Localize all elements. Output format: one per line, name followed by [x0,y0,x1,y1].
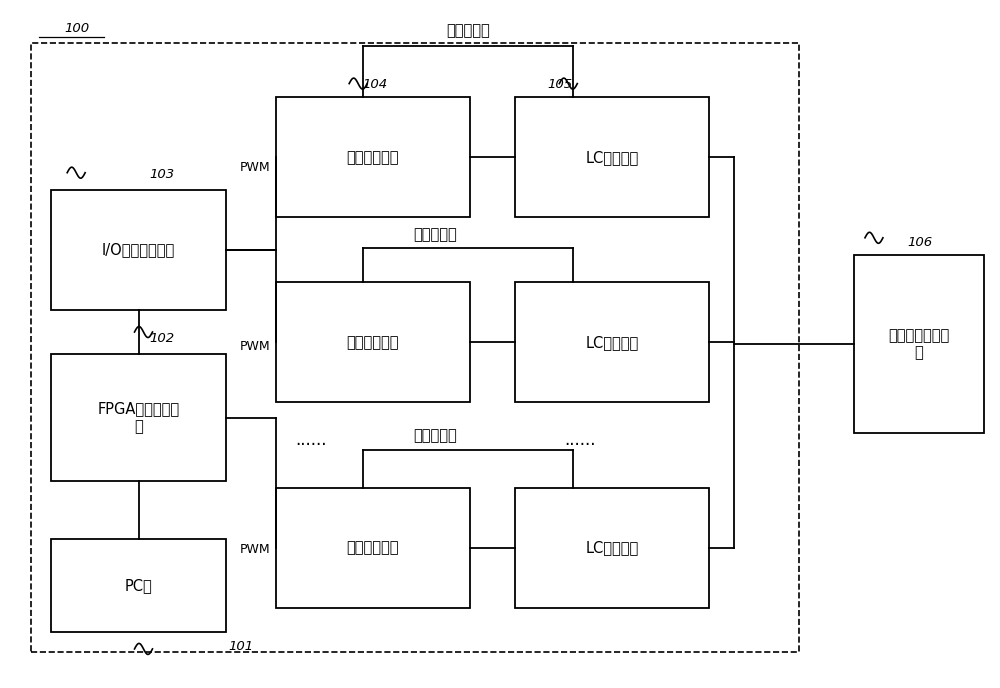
Text: PWM: PWM [240,340,271,352]
Text: 相控阵超声换能
器: 相控阵超声换能 器 [888,327,949,361]
Text: 104: 104 [362,78,388,92]
Text: 基频控制电路: 基频控制电路 [347,335,399,350]
Text: PC机: PC机 [125,578,152,593]
Text: 直流源信号: 直流源信号 [446,23,490,38]
Text: ......: ...... [564,431,596,449]
Bar [31,43,799,652]
Bar [515,488,709,608]
Text: FPGA聚焦延时模
块: FPGA聚焦延时模 块 [97,402,180,434]
Text: 基频控制电路: 基频控制电路 [347,150,399,165]
Text: PWM: PWM [240,161,271,173]
Bar [515,97,709,217]
Text: 101: 101 [229,641,254,654]
Text: LC振荡电路: LC振荡电路 [586,150,639,165]
Text: ......: ...... [295,431,326,449]
Text: 102: 102 [149,332,174,345]
Bar [854,255,984,433]
Bar [51,190,226,310]
Text: 106: 106 [907,236,932,249]
Text: 基频控制电路: 基频控制电路 [347,540,399,555]
Bar [51,539,226,632]
Text: 100: 100 [64,22,89,35]
Text: I/O通道扩展模块: I/O通道扩展模块 [102,242,175,257]
Bar [276,488,470,608]
Text: PWM: PWM [240,543,271,556]
Text: LC振荡电路: LC振荡电路 [586,540,639,555]
Text: 103: 103 [149,168,174,180]
Text: 直流源信号: 直流源信号 [413,429,457,443]
Bar [51,354,226,481]
Text: LC振荡电路: LC振荡电路 [586,335,639,350]
Text: 直流源信号: 直流源信号 [413,227,457,242]
Text: 105: 105 [547,78,572,92]
Bar [515,282,709,402]
Bar [276,97,470,217]
Bar [276,282,470,402]
